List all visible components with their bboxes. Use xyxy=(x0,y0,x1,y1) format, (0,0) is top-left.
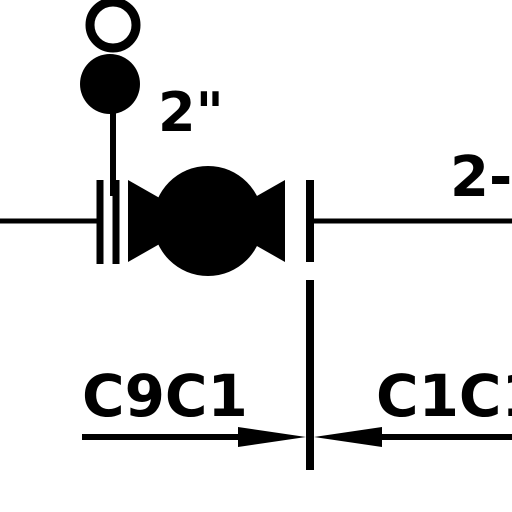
dimension-label-left: C9C1 xyxy=(82,362,248,430)
valve-ball xyxy=(153,166,263,276)
valve-stem-filled-circle xyxy=(80,54,140,114)
right-pipe-label: 2- xyxy=(450,145,512,210)
valve-size-label: 2" xyxy=(158,81,224,144)
valve-stem-open-circle xyxy=(85,0,141,53)
dimension-arrow-left xyxy=(238,427,306,447)
dimension-arrow-right xyxy=(314,427,382,447)
